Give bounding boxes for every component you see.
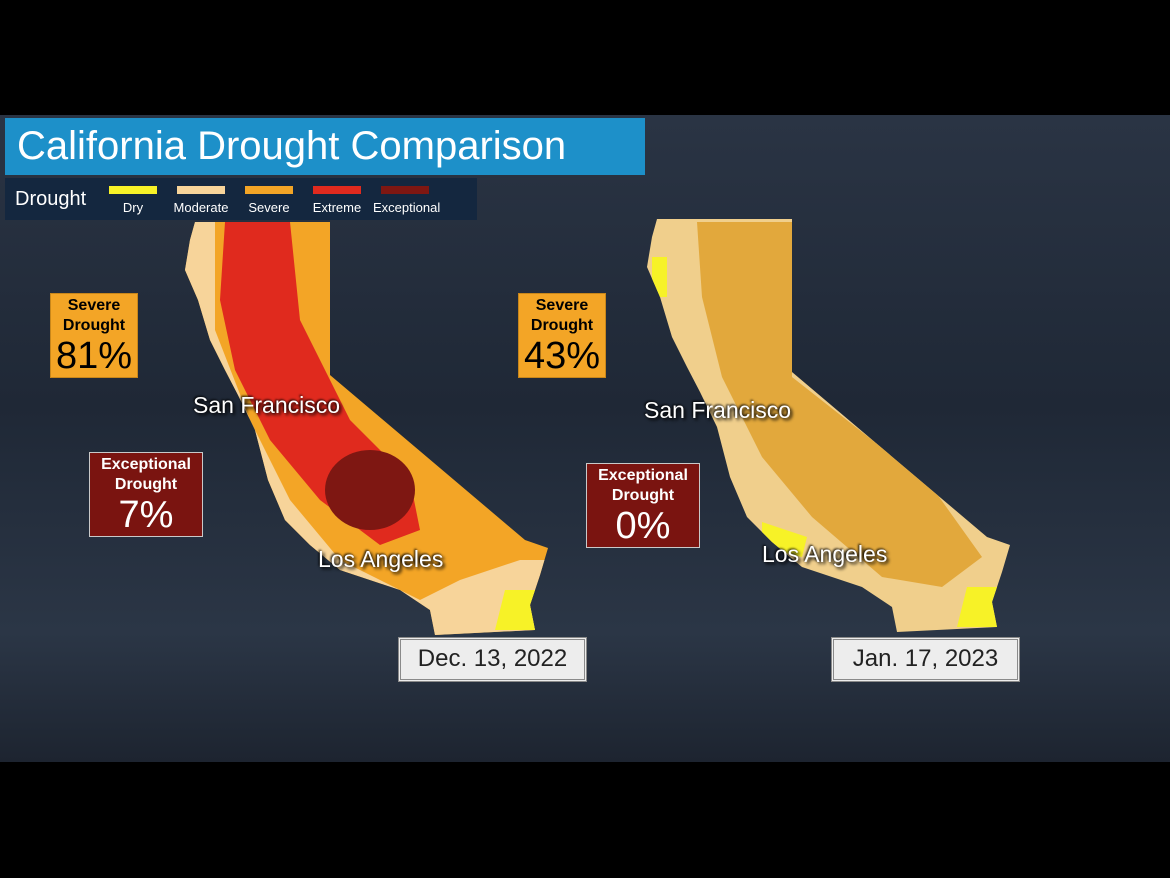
legend-title: Drought: [15, 188, 87, 210]
legend-label: Severe: [248, 200, 290, 215]
legend-item: Exceptional: [373, 186, 441, 215]
severe-label: Severe Drought: [530, 297, 594, 334]
legend-item: Extreme: [305, 186, 369, 215]
exceptional-box: Exceptional Drought 7%: [89, 452, 203, 537]
legend-label: Moderate: [173, 200, 229, 215]
legend-swatch: [109, 186, 157, 194]
legend: Drought Dry Moderate Severe Extreme Exceptio…: [5, 178, 477, 220]
legend-label: Extreme: [312, 200, 362, 215]
city-label: San Francisco: [193, 392, 341, 418]
severe-value: 81%: [55, 335, 133, 377]
legend-swatch: [313, 186, 361, 194]
legend-swatch: [381, 186, 429, 194]
map-left: [185, 222, 548, 635]
exceptional-value: 0%: [615, 505, 671, 547]
legend-swatch: [177, 186, 225, 194]
exceptional-value: 7%: [118, 494, 174, 536]
title: California Drought Comparison: [5, 118, 645, 175]
city-label: Los Angeles: [762, 541, 888, 567]
date-label: Jan. 17, 2023: [831, 637, 1020, 682]
map-right: [647, 219, 1010, 632]
severe-label: Severe Drought: [62, 297, 126, 334]
severe-value: 43%: [523, 335, 601, 377]
legend-label: Dry: [122, 200, 144, 215]
legend-label: Exceptional: [373, 200, 441, 215]
date-label: Dec. 13, 2022: [398, 637, 587, 682]
city-label: Los Angeles: [318, 546, 444, 572]
severe-box: Severe Drought 81%: [50, 293, 138, 378]
legend-item: Moderate: [169, 186, 233, 215]
legend-swatch: [245, 186, 293, 194]
exceptional-label: Exceptional Drought: [598, 467, 688, 504]
severe-box: Severe Drought 43%: [518, 293, 606, 378]
legend-item: Dry: [101, 186, 165, 215]
exceptional-label: Exceptional Drought: [101, 456, 191, 493]
exceptional-box: Exceptional Drought 0%: [586, 463, 700, 548]
city-label: San Francisco: [644, 397, 792, 423]
legend-item: Severe: [237, 186, 301, 215]
